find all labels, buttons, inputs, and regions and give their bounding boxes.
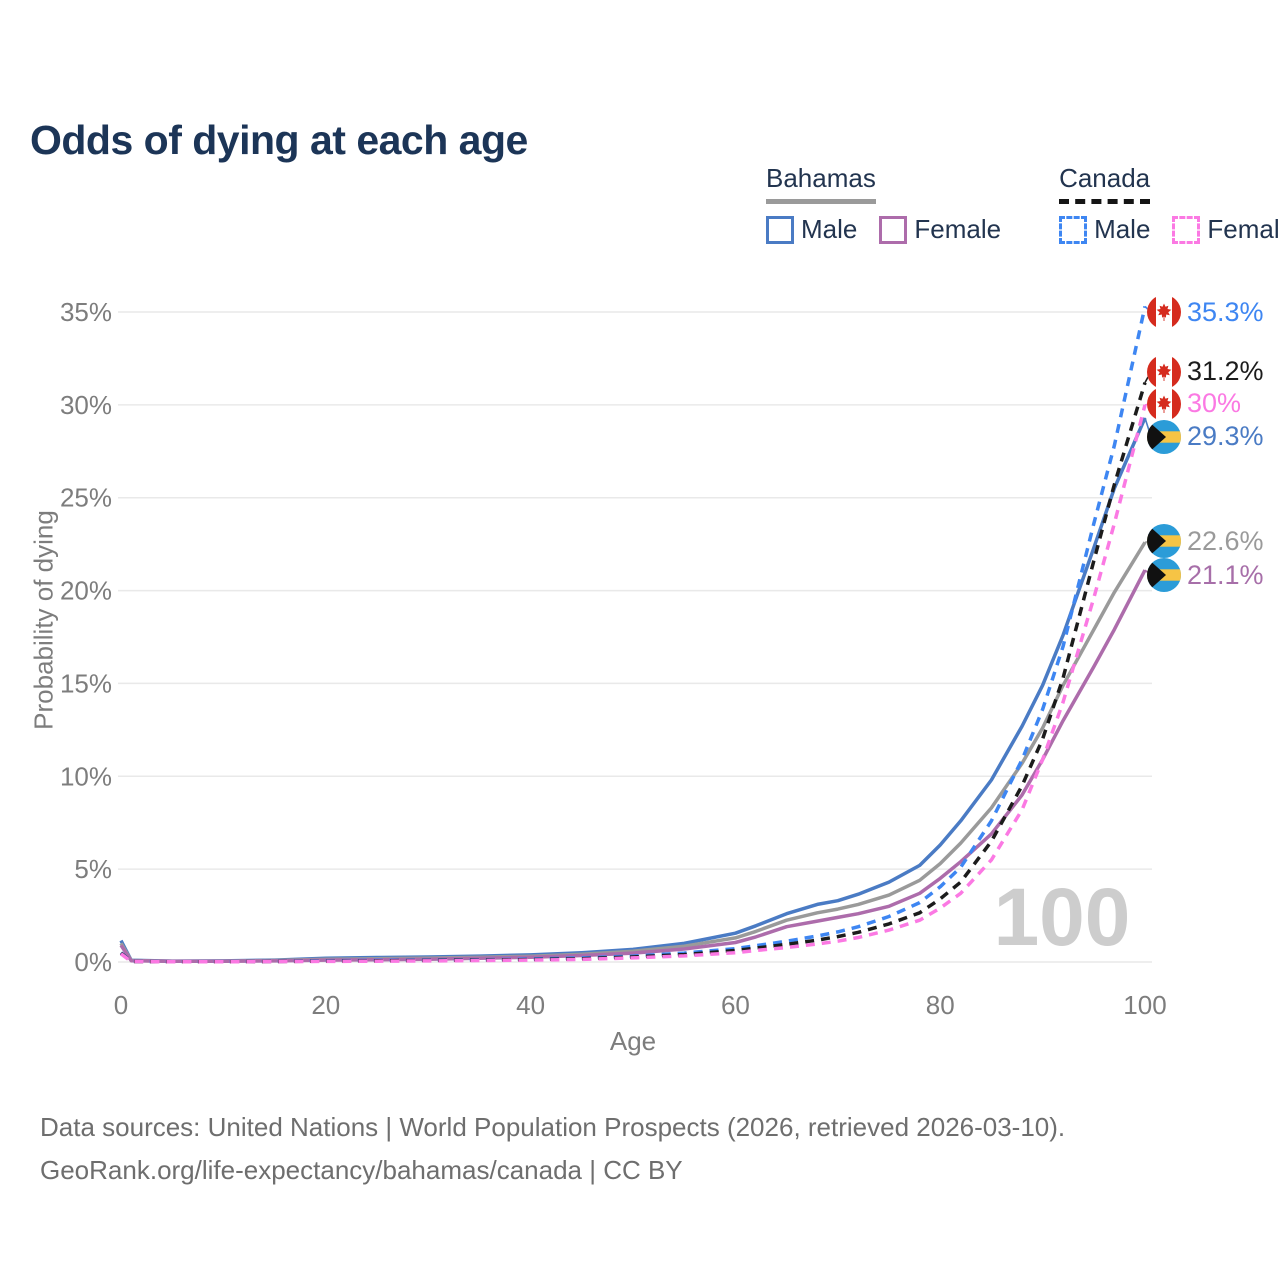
canada-male-swatch-icon: [1059, 215, 1088, 244]
footer-attribution: GeoRank.org/life-expectancy/bahamas/cana…: [40, 1155, 683, 1185]
canada-flag-icon: [1147, 386, 1181, 421]
line-canada-female[interactable]: [119, 404, 1147, 964]
end-label-bahamas-female: 21.1%: [1147, 557, 1264, 593]
legend-item-label: Female: [1207, 214, 1280, 244]
y-tick-label: 0%: [74, 947, 112, 977]
x-tick-label: 60: [721, 990, 750, 1020]
footer-data-sources: Data sources: United Nations | World Pop…: [40, 1112, 1066, 1142]
canada-female-swatch-icon: [1172, 215, 1201, 244]
legend-item-bahamas-female[interactable]: Female: [879, 214, 1001, 245]
age-watermark: 100: [994, 872, 1131, 963]
canada-flag-icon: [1147, 354, 1181, 389]
line-bahamas[interactable]: [119, 541, 1147, 963]
y-tick-label: 10%: [60, 761, 112, 791]
y-tick-label: 25%: [60, 483, 112, 513]
line-bahamas-female[interactable]: [119, 569, 1147, 964]
x-tick-label: 20: [311, 990, 340, 1020]
legend-item-label: Male: [801, 214, 858, 244]
legend-country-bahamas[interactable]: Bahamas: [766, 163, 876, 204]
legend-items-canada: Male Female: [1059, 214, 1280, 245]
end-label-canada-male: 35.3%: [1147, 294, 1264, 330]
y-tick-label: 35%: [60, 297, 112, 327]
legend: Bahamas Male Female Canada Male Female: [766, 163, 1280, 245]
end-label-canada-all: 31.2%: [1147, 354, 1264, 390]
chart-canvas: 0% 5% 10% 15% 20% 25% 30% 35% 0 20 40 60 80 100 100: [60, 297, 1167, 1020]
x-axis-title: Age: [609, 1026, 657, 1056]
end-value: 31.2%: [1187, 356, 1264, 387]
end-label-bahamas-all: 22.6%: [1147, 523, 1264, 559]
line-bahamas-male[interactable]: [119, 417, 1147, 963]
legend-country-canada[interactable]: Canada: [1059, 163, 1151, 204]
bahamas-male-swatch-icon: [766, 215, 794, 244]
y-tick-label: 30%: [60, 390, 112, 420]
end-value: 29.3%: [1187, 421, 1264, 452]
bahamas-flag-icon: [1147, 558, 1181, 593]
line-canada[interactable]: [119, 382, 1147, 964]
legend-item-bahamas-male[interactable]: Male: [766, 214, 857, 245]
y-axis-title: Probability of dying: [28, 510, 59, 730]
end-label-canada-female: 30%: [1147, 386, 1241, 422]
bahamas-flag-icon: [1147, 419, 1181, 454]
x-tick-label: 100: [1123, 990, 1166, 1020]
legend-item-canada-female[interactable]: Female: [1172, 214, 1280, 245]
legend-item-label: Male: [1094, 214, 1151, 244]
bahamas-flag-icon: [1147, 524, 1181, 559]
legend-group-canada: Canada Male Female: [1059, 163, 1280, 245]
x-tick-label: 40: [516, 990, 545, 1020]
legend-group-bahamas: Bahamas Male Female: [766, 163, 1001, 245]
x-tick-label: 80: [926, 990, 955, 1020]
canada-flag-icon: [1147, 295, 1181, 330]
page-title: Odds of dying at each age: [30, 117, 528, 164]
end-value: 30%: [1187, 388, 1242, 419]
legend-item-canada-male[interactable]: Male: [1059, 214, 1150, 245]
legend-items-bahamas: Male Female: [766, 214, 1001, 245]
bahamas-female-swatch-icon: [879, 215, 908, 244]
end-value: 22.6%: [1187, 525, 1264, 556]
x-tick-label: 0: [114, 990, 128, 1020]
end-value: 35.3%: [1187, 296, 1264, 327]
y-tick-label: 15%: [60, 668, 112, 698]
y-tick-label: 5%: [74, 854, 112, 884]
end-label-bahamas-male: 29.3%: [1147, 419, 1264, 455]
legend-item-label: Female: [914, 214, 1002, 244]
footer: Data sources: United Nations | World Pop…: [40, 1106, 1065, 1192]
y-tick-label: 20%: [60, 576, 112, 606]
end-value: 21.1%: [1187, 559, 1264, 590]
